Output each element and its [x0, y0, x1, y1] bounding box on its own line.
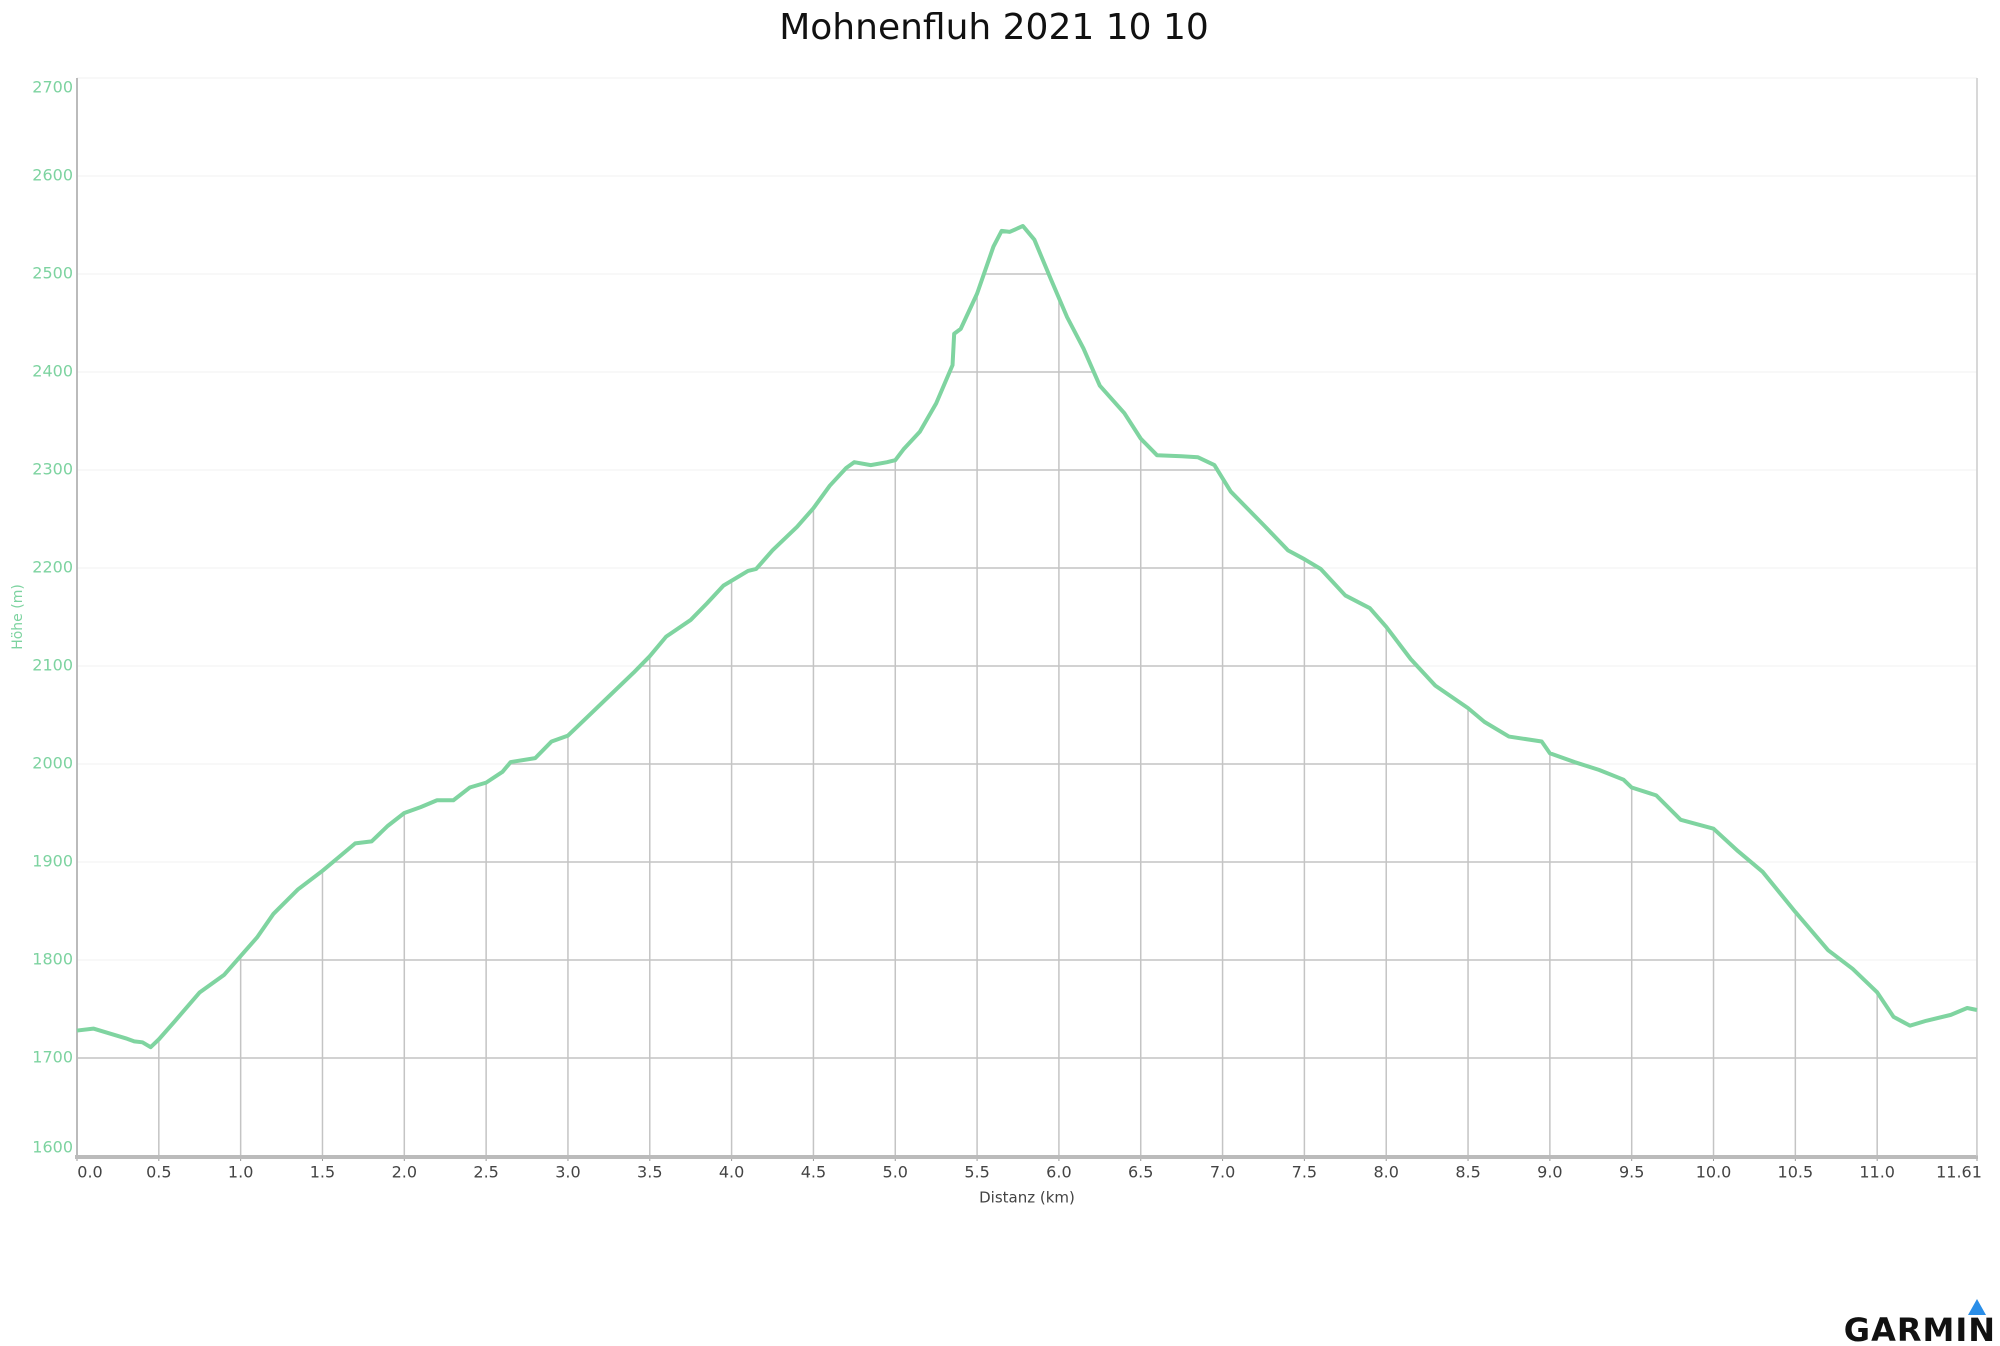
y-tick-label: 1600 — [32, 1138, 73, 1157]
y-tick-label: 1700 — [32, 1048, 73, 1067]
y-tick-label: 1800 — [32, 950, 73, 969]
x-tick-label: 7.0 — [1210, 1163, 1235, 1182]
x-tick-label: 4.0 — [719, 1163, 744, 1182]
x-tick-label: 11.0 — [1859, 1163, 1895, 1182]
x-tick-label: 9.0 — [1537, 1163, 1562, 1182]
x-tick-label: 7.5 — [1292, 1163, 1317, 1182]
x-tick-label: 10.0 — [1696, 1163, 1732, 1182]
x-tick-label: 3.0 — [555, 1163, 580, 1182]
x-axis-title: Distanz (km) — [979, 1189, 1075, 1207]
elevation-line — [76, 223, 1978, 1050]
x-tick-label: 9.5 — [1619, 1163, 1644, 1182]
y-tick-label: 2700 — [32, 78, 73, 97]
chart-title: Mohnenfluh 2021 10 10 — [779, 7, 1209, 48]
x-tick-label: 6.0 — [1046, 1163, 1071, 1182]
x-tick-label: 10.5 — [1778, 1163, 1814, 1182]
y-tick-label: 2100 — [32, 656, 73, 675]
x-tick-label: 0.0 — [77, 1163, 102, 1182]
logo-mark — [1968, 1299, 1986, 1315]
y-tick-label: 2000 — [32, 754, 73, 773]
logo: GARMIN — [1844, 1311, 1996, 1346]
x-tick-label: 8.5 — [1455, 1163, 1480, 1182]
x-tick-label: 5.5 — [964, 1163, 989, 1182]
y-tick-label: 1900 — [32, 852, 73, 871]
y-tick-label: 2500 — [32, 264, 73, 283]
x-tick-label: 1.5 — [310, 1163, 335, 1182]
x-tick-label: 0.5 — [146, 1163, 171, 1182]
x-tick-label: 2.5 — [473, 1163, 498, 1182]
grid-under-curve — [77, 225, 1977, 1157]
x-tick-label: 8.0 — [1373, 1163, 1398, 1182]
x-tick-label: 4.5 — [801, 1163, 826, 1182]
x-tick-label: 1.0 — [228, 1163, 253, 1182]
x-tick-label: 6.5 — [1128, 1163, 1153, 1182]
x-tick-label: 3.5 — [637, 1163, 662, 1182]
x-tick-label: 2.0 — [392, 1163, 417, 1182]
y-tick-label: 2400 — [32, 362, 73, 381]
y-tick-label: 2200 — [32, 558, 73, 577]
y-axis-title: Höhe (m) — [10, 584, 26, 650]
grid-faint — [77, 77, 1977, 1157]
x-tick-label: 5.0 — [883, 1163, 908, 1182]
x-tick-label: 11.61 — [1936, 1163, 1982, 1182]
y-tick-label: 2300 — [32, 460, 73, 479]
y-tick-label: 2600 — [32, 166, 73, 185]
